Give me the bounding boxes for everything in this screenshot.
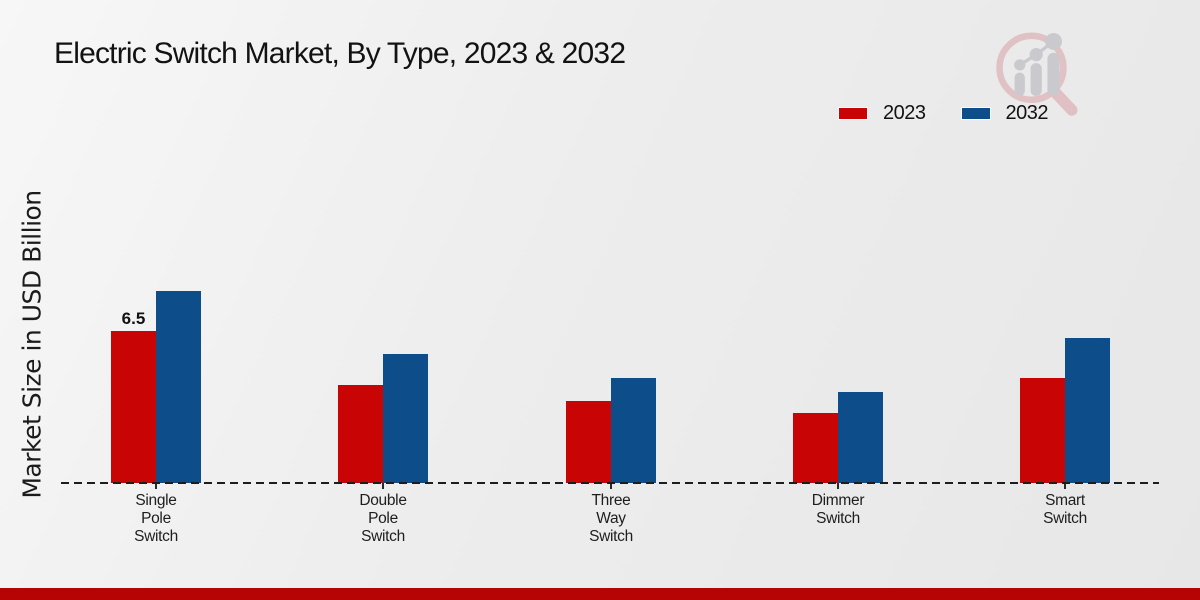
bar-2032-double-pole-switch: [383, 354, 428, 483]
bar-2023-three-way-switch: [566, 401, 611, 483]
magnifier-growth-chart-logo-icon: [996, 32, 1078, 116]
x-axis-tick: [837, 483, 839, 489]
footer-accent-strip: [0, 588, 1200, 600]
x-axis-tick: [382, 483, 384, 489]
x-axis-tick: [1064, 483, 1066, 489]
legend-item-2032: 2032: [960, 102, 1049, 125]
x-axis-label-single-pole-switch: Single Pole Switch: [134, 492, 178, 545]
legend-item-2023: 2023: [838, 102, 926, 125]
chart-title: Electric Switch Market, By Type, 2023 & …: [54, 37, 626, 70]
bar-2032-dimmer-switch: [838, 392, 883, 483]
bar-2023-double-pole-switch: [338, 385, 383, 483]
bar-2023-dimmer-switch: [793, 413, 838, 483]
legend-swatch-2032: [960, 107, 991, 120]
x-axis-label-smart-switch: Smart Switch: [1043, 492, 1087, 527]
x-axis-label-dimmer-switch: Dimmer Switch: [811, 492, 865, 527]
legend-swatch-2023: [838, 107, 868, 120]
x-axis-baseline: [61, 482, 1159, 484]
legend-label-2032: 2032: [1005, 102, 1049, 124]
x-axis-tick: [610, 483, 612, 489]
legend-label-2023: 2023: [883, 102, 926, 124]
bar-2023-single-pole-switch: [111, 331, 156, 483]
bar-2023-smart-switch: [1020, 378, 1065, 483]
x-axis-label-double-pole-switch: Double Pole Switch: [359, 492, 407, 545]
x-axis-tick: [155, 483, 157, 489]
bar-2032-three-way-switch: [611, 378, 656, 483]
bar-value-label: 6.5: [121, 309, 146, 328]
y-axis-label: Market Size in USD Billion: [17, 190, 47, 499]
bar-2032-single-pole-switch: [156, 291, 201, 483]
x-axis-label-three-way-switch: Three Way Switch: [589, 492, 633, 545]
bar-2032-smart-switch: [1065, 338, 1110, 483]
legend: 2023 2032: [838, 102, 1048, 125]
